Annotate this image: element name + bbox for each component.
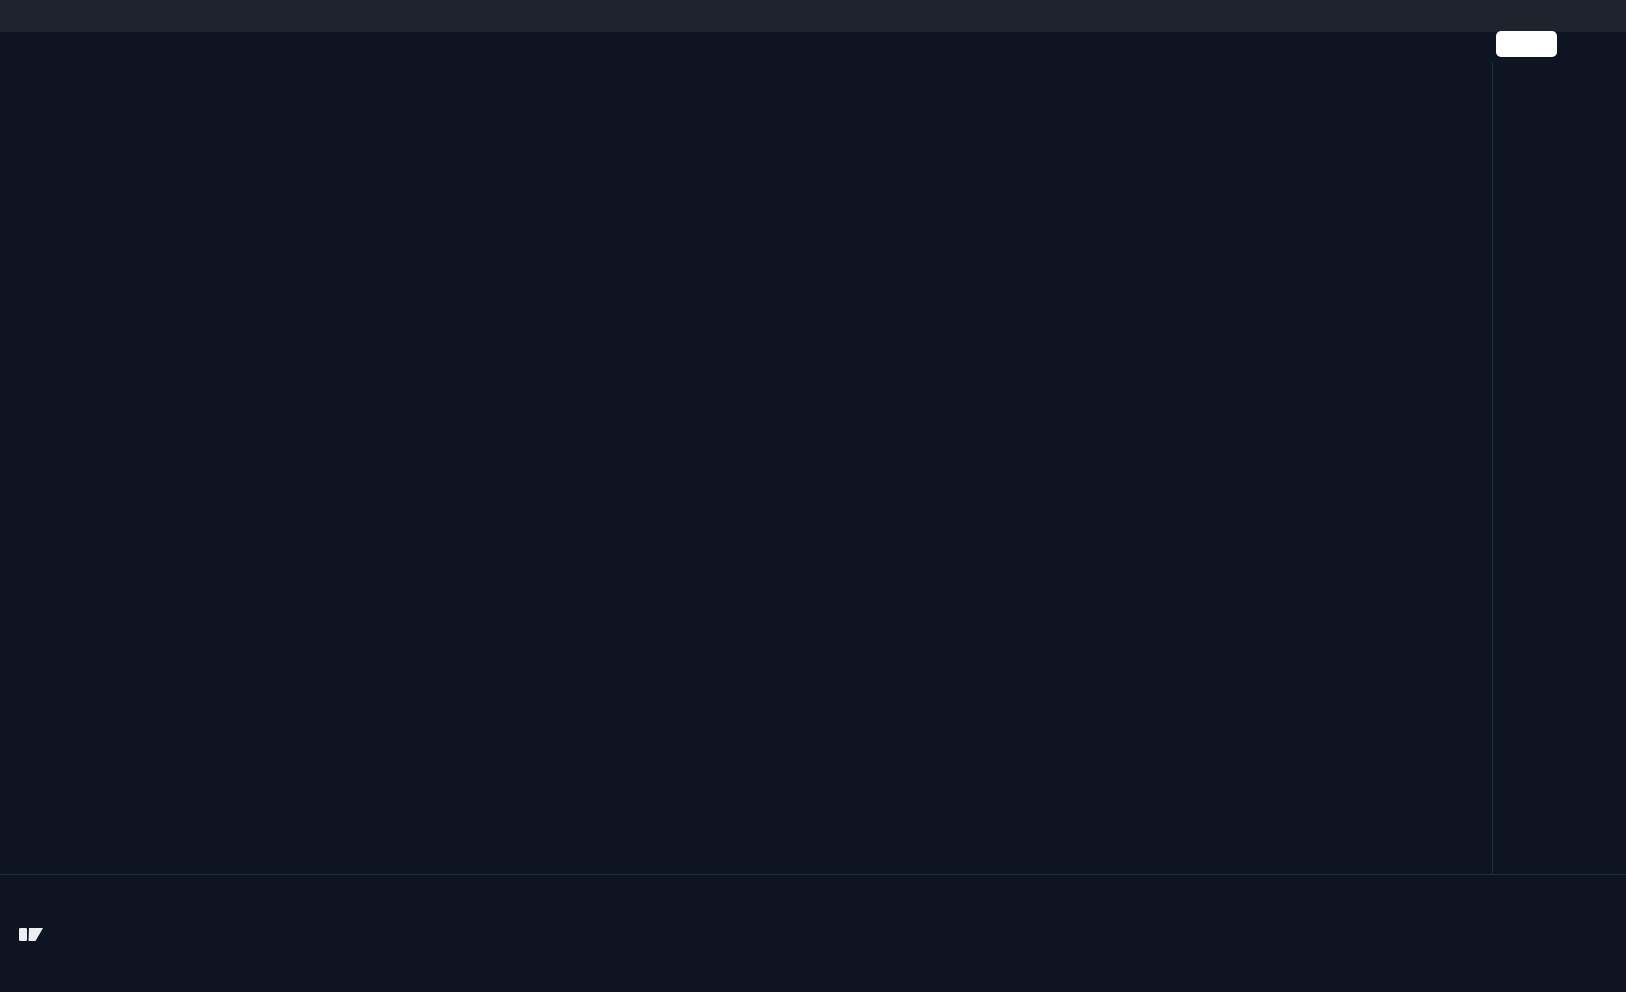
ohlc-open	[26, 40, 27, 55]
time-axis[interactable]	[0, 874, 1626, 906]
ohlc-high	[36, 40, 37, 55]
currency-toggle-usdt[interactable]	[1496, 31, 1557, 57]
price-chart-canvas[interactable]	[0, 62, 1492, 874]
tradingview-logo-icon	[19, 928, 43, 941]
attribution-bar	[0, 0, 1626, 32]
price-axis[interactable]	[1492, 62, 1626, 874]
ohlc-readout	[26, 40, 67, 55]
chart-header	[0, 32, 1626, 62]
tradingview-logo[interactable]	[18, 921, 53, 947]
ohlc-close	[56, 40, 57, 55]
footer-bar	[0, 906, 1626, 992]
chart-area[interactable]	[0, 62, 1626, 874]
ohlc-low	[46, 40, 47, 55]
